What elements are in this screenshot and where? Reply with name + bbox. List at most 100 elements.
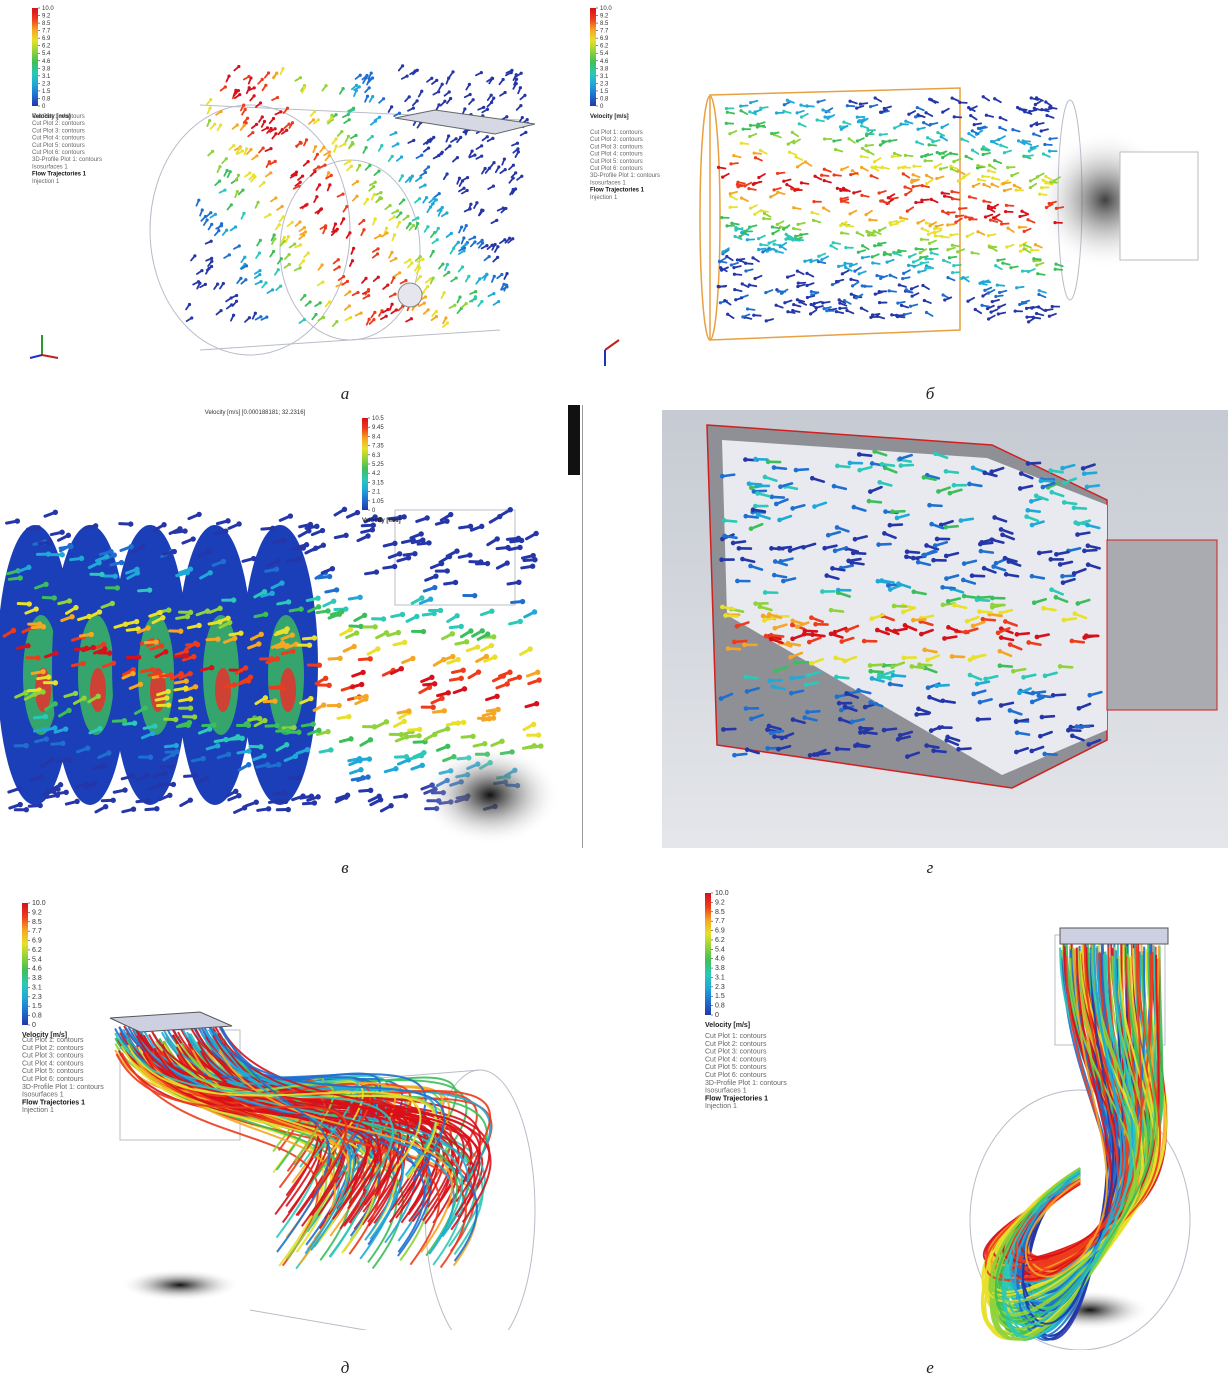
arrow-head bbox=[883, 509, 888, 514]
arrow-head bbox=[433, 573, 438, 578]
arrow-head bbox=[470, 149, 473, 152]
arrow-head bbox=[916, 560, 921, 565]
arrow-head bbox=[372, 185, 375, 188]
colorbar-label: 10.0 bbox=[32, 900, 46, 907]
arrow-head bbox=[771, 684, 776, 689]
arrow-head bbox=[38, 774, 43, 779]
arrow-head bbox=[480, 71, 483, 74]
arrow-head bbox=[753, 110, 756, 113]
arrow-head bbox=[182, 528, 187, 533]
arrow-head bbox=[835, 464, 840, 469]
arrow-head bbox=[856, 139, 859, 142]
arrow-head bbox=[823, 168, 826, 171]
arrow-head bbox=[503, 157, 506, 160]
arrow-head bbox=[982, 145, 985, 148]
arrow-head bbox=[247, 75, 250, 78]
arrow-head bbox=[803, 629, 808, 634]
arrow-head bbox=[991, 300, 994, 303]
arrow-head bbox=[848, 100, 851, 103]
arrow-head bbox=[987, 169, 990, 172]
arrow-head bbox=[237, 174, 240, 177]
arrow-head bbox=[1029, 749, 1034, 754]
arrow-head bbox=[367, 294, 370, 297]
arrow-head bbox=[861, 256, 864, 259]
arrow-head bbox=[262, 718, 267, 723]
arrow-head bbox=[365, 533, 370, 538]
arrow-head bbox=[303, 86, 306, 89]
arrow-head bbox=[775, 250, 778, 253]
arrow-head bbox=[18, 575, 23, 580]
arrow-head bbox=[227, 75, 230, 78]
arrow-head bbox=[934, 234, 937, 237]
arrow-head bbox=[1025, 307, 1028, 310]
arrow-head bbox=[263, 612, 268, 617]
arrow-head bbox=[372, 624, 377, 629]
arrow-head bbox=[732, 640, 737, 645]
legend-item: Flow Trajectories 1 bbox=[705, 1095, 768, 1102]
arrow-head bbox=[11, 628, 16, 633]
arrow-head bbox=[323, 163, 326, 166]
legend-item: Cut Plot 5: contours bbox=[32, 143, 85, 149]
arrow-head bbox=[463, 246, 466, 249]
arrow-head bbox=[532, 609, 537, 614]
arrow-head bbox=[822, 546, 827, 551]
arrow-head bbox=[140, 544, 145, 549]
arrow-head bbox=[377, 276, 380, 279]
arrow-head bbox=[753, 182, 756, 185]
arrow-head bbox=[497, 165, 500, 168]
arrow-head bbox=[846, 104, 849, 107]
arrow-head bbox=[512, 177, 515, 180]
colorbar-label: 6.9 bbox=[715, 928, 725, 935]
arrow-head bbox=[385, 315, 388, 318]
arrow-head bbox=[360, 775, 365, 780]
arrow-head bbox=[150, 667, 155, 672]
arrow-head bbox=[282, 790, 287, 795]
arrow-head bbox=[933, 451, 938, 456]
arrow-head bbox=[161, 522, 166, 527]
arrow-head bbox=[976, 230, 979, 233]
arrow-head bbox=[476, 669, 481, 674]
arrow-head bbox=[482, 106, 485, 109]
arrow-head bbox=[1034, 103, 1037, 106]
arrow-head bbox=[835, 280, 838, 283]
arrow-head bbox=[49, 758, 54, 763]
arrow-head bbox=[852, 191, 855, 194]
arrow-head bbox=[399, 666, 404, 671]
arrow-head bbox=[168, 672, 173, 677]
arrow-head bbox=[871, 166, 874, 169]
arrow-head bbox=[52, 595, 57, 600]
arrow-head bbox=[832, 173, 835, 176]
colorbar-label: 8.5 bbox=[715, 909, 725, 916]
arrow-head bbox=[987, 234, 990, 237]
arrow-head bbox=[765, 319, 768, 322]
arrow-head bbox=[420, 90, 423, 93]
arrow-head bbox=[131, 806, 136, 811]
arrow-head bbox=[102, 646, 107, 651]
arrow-head bbox=[283, 236, 286, 239]
arrow-head bbox=[860, 307, 863, 310]
arrow-head bbox=[380, 144, 383, 147]
arrow-head bbox=[396, 630, 401, 635]
arrow-head bbox=[978, 542, 983, 547]
arrow-head bbox=[980, 281, 983, 284]
arrow-head bbox=[944, 469, 949, 474]
arrow-head bbox=[424, 515, 429, 520]
arrow-head bbox=[922, 475, 927, 480]
arrow-head bbox=[942, 636, 947, 641]
arrow-head bbox=[777, 546, 782, 551]
arrow-head bbox=[893, 252, 896, 255]
panel-a: 10.09.28.57.76.96.25.44.63.83.12.31.50.8… bbox=[0, 0, 600, 370]
arrow-head bbox=[248, 316, 251, 319]
arrow-head bbox=[821, 301, 824, 304]
arrow-head bbox=[992, 216, 995, 219]
arrow-head bbox=[760, 209, 763, 212]
arrow-head bbox=[977, 178, 980, 181]
arrow-head bbox=[812, 219, 815, 222]
arrow-head bbox=[243, 124, 246, 127]
colorbar-label: 10.0 bbox=[42, 6, 54, 12]
arrow-head bbox=[59, 530, 64, 535]
arrow-head bbox=[765, 746, 770, 751]
arrow-head bbox=[824, 573, 829, 578]
arrow-head bbox=[946, 276, 949, 279]
arrow-head bbox=[390, 303, 393, 306]
